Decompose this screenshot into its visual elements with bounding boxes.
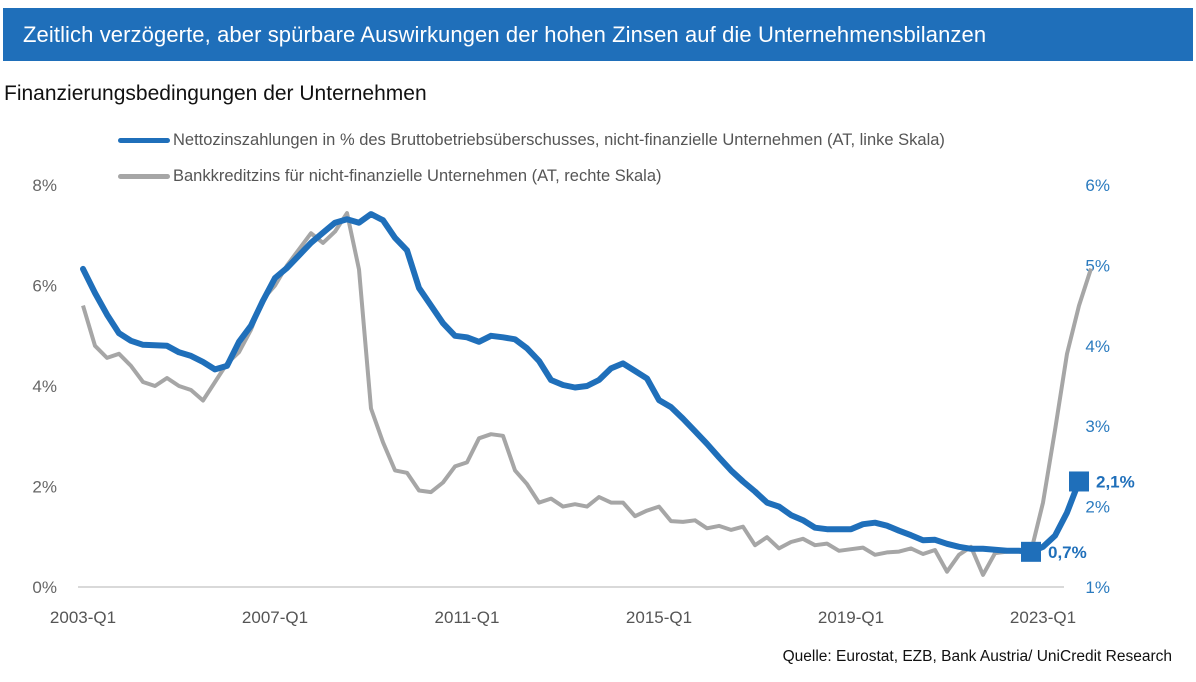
x-axis-tick-label: 2023-Q1 [1010, 608, 1076, 627]
right-axis-tick-label: 6% [1085, 176, 1110, 195]
x-axis-tick-label: 2019-Q1 [818, 608, 884, 627]
x-axis-tick-label: 2015-Q1 [626, 608, 692, 627]
x-axis: 2003-Q1 2007-Q1 2011-Q1 2015-Q1 2019-Q1 2023-… [50, 608, 1076, 627]
series-line-bank-lending-rate [81, 211, 1093, 577]
left-axis-tick-label: 2% [32, 478, 57, 497]
chart-title: Zeitlich verzögerte, aber spürbare Auswi… [23, 22, 987, 47]
data-label: 2,1% [1096, 472, 1135, 491]
legend-swatch-gray [118, 174, 170, 179]
right-axis-tick-label: 1% [1085, 578, 1110, 597]
legend-label: Bankkreditzins für nicht-finanzielle Unt… [173, 167, 662, 185]
legend-swatch-blue [118, 138, 170, 143]
x-axis-tick-label: 2011-Q1 [435, 608, 500, 627]
left-axis: 0% 2% 4% 6% 8% [32, 176, 57, 597]
x-axis-tick-label: 2007-Q1 [242, 608, 308, 627]
title-banner: Zeitlich verzögerte, aber spürbare Auswi… [3, 8, 1193, 61]
right-axis-tick-label: 2% [1085, 498, 1110, 517]
x-axis-tick-label: 2003-Q1 [50, 608, 116, 627]
left-axis-tick-label: 6% [32, 277, 57, 296]
data-label: 0,7% [1048, 543, 1087, 562]
legend-item-net-interest: Nettozinszahlungen in % des Bruttobetrie… [118, 131, 945, 150]
legend-item-bank-lending-rate: Bankkreditzins für nicht-finanzielle Unt… [118, 167, 662, 186]
right-axis: 1%2%3%4%5%6% [1085, 176, 1110, 597]
chart-subtitle: Finanzierungsbedingungen der Unternehmen [4, 82, 427, 105]
left-axis-tick-label: 8% [32, 176, 57, 195]
data-point-marker [1069, 471, 1089, 492]
source-note: Quelle: Eurostat, EZB, Bank Austria/ Uni… [782, 648, 1172, 665]
left-axis-tick-label: 0% [32, 578, 57, 597]
right-axis-tick-label: 4% [1085, 337, 1110, 356]
series-line-net-interest [80, 211, 1082, 555]
left-axis-tick-label: 4% [32, 377, 57, 396]
data-markers: 0,7% 2,1% [1021, 471, 1135, 562]
right-axis-tick-label: 3% [1085, 417, 1110, 436]
legend-label: Nettozinszahlungen in % des Bruttobetrie… [173, 131, 945, 149]
data-point-marker [1021, 541, 1041, 562]
